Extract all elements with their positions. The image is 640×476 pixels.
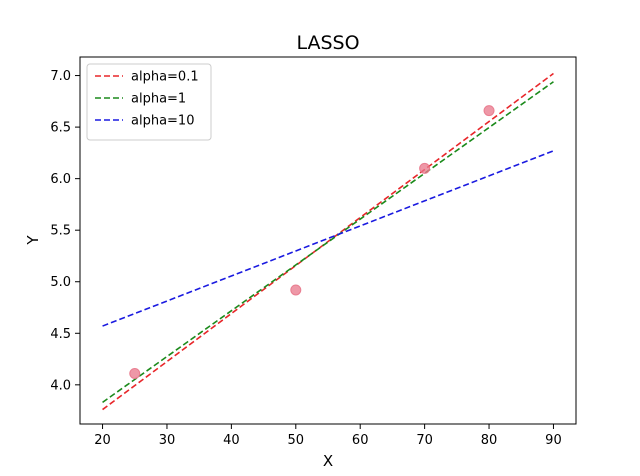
- y-tick-label: 6.5: [50, 121, 71, 136]
- legend-label: alpha=1: [131, 92, 186, 107]
- data-point: [419, 162, 431, 174]
- series-layer: [102, 72, 554, 411]
- x-axis-title: X: [323, 452, 333, 470]
- y-tick-label: 4.5: [50, 327, 71, 342]
- chart-title: LASSO: [296, 32, 359, 54]
- x-tick-label: 40: [223, 433, 240, 448]
- x-tick-label: 20: [94, 433, 111, 448]
- series-line: [102, 72, 554, 411]
- series-line: [102, 81, 554, 404]
- x-tick-label: 60: [352, 433, 369, 448]
- plot-frame: [79, 56, 577, 425]
- legend-label: alpha=0.1: [131, 70, 199, 85]
- y-axis: 4.0 4.5 5.0 5.5 6.0 6.5 7.0: [50, 69, 80, 393]
- x-tick-label: 70: [416, 433, 433, 448]
- legend-box: [86, 63, 212, 141]
- x-tick-label: 30: [159, 433, 176, 448]
- points-layer: [129, 105, 495, 379]
- y-tick-label: 7.0: [50, 69, 71, 84]
- data-point: [129, 367, 141, 379]
- y-axis-title: Y: [24, 235, 42, 246]
- y-tick-label: 4.0: [50, 378, 71, 393]
- legend: alpha=0.1 alpha=1 alpha=10: [86, 63, 212, 141]
- x-axis: 20 30 40 50 60 70 80 90: [94, 424, 562, 448]
- x-tick-label: 90: [545, 433, 562, 448]
- legend-label: alpha=10: [131, 114, 194, 129]
- data-point: [483, 105, 495, 117]
- y-tick-label: 6.0: [50, 172, 71, 187]
- x-tick-label: 50: [288, 433, 305, 448]
- data-point: [290, 284, 302, 296]
- y-tick-label: 5.5: [50, 224, 71, 239]
- y-tick-label: 5.0: [50, 275, 71, 290]
- series-line: [102, 150, 554, 327]
- x-tick-label: 80: [481, 433, 498, 448]
